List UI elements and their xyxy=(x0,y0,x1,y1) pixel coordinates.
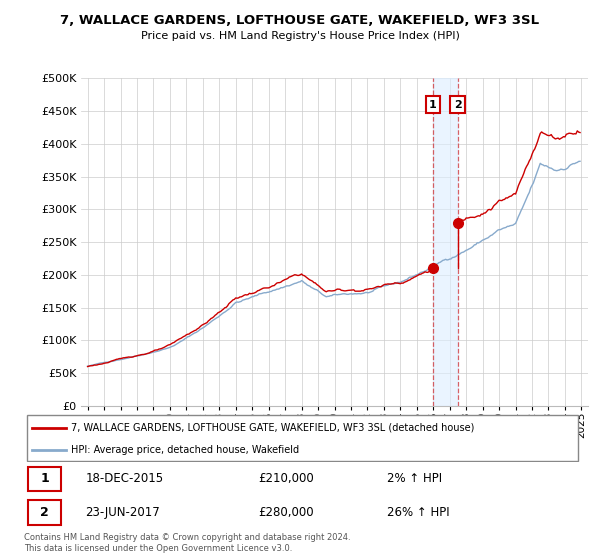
Text: £280,000: £280,000 xyxy=(259,506,314,519)
Text: 7, WALLACE GARDENS, LOFTHOUSE GATE, WAKEFIELD, WF3 3SL (detached house): 7, WALLACE GARDENS, LOFTHOUSE GATE, WAKE… xyxy=(71,423,475,433)
Text: 1: 1 xyxy=(40,473,49,486)
Text: Price paid vs. HM Land Registry's House Price Index (HPI): Price paid vs. HM Land Registry's House … xyxy=(140,31,460,41)
Text: 2: 2 xyxy=(40,506,49,519)
Text: 26% ↑ HPI: 26% ↑ HPI xyxy=(387,506,449,519)
Text: 1: 1 xyxy=(429,100,437,110)
Text: 2: 2 xyxy=(454,100,461,110)
Text: 2% ↑ HPI: 2% ↑ HPI xyxy=(387,473,442,486)
Text: HPI: Average price, detached house, Wakefield: HPI: Average price, detached house, Wake… xyxy=(71,445,299,455)
Text: 23-JUN-2017: 23-JUN-2017 xyxy=(85,506,160,519)
FancyBboxPatch shape xyxy=(27,416,578,461)
Text: £210,000: £210,000 xyxy=(259,473,314,486)
Text: Contains HM Land Registry data © Crown copyright and database right 2024.
This d: Contains HM Land Registry data © Crown c… xyxy=(24,533,350,553)
FancyBboxPatch shape xyxy=(28,500,61,525)
Text: 18-DEC-2015: 18-DEC-2015 xyxy=(85,473,164,486)
FancyBboxPatch shape xyxy=(28,466,61,491)
Bar xyxy=(433,78,458,406)
Text: 7, WALLACE GARDENS, LOFTHOUSE GATE, WAKEFIELD, WF3 3SL: 7, WALLACE GARDENS, LOFTHOUSE GATE, WAKE… xyxy=(61,14,539,27)
